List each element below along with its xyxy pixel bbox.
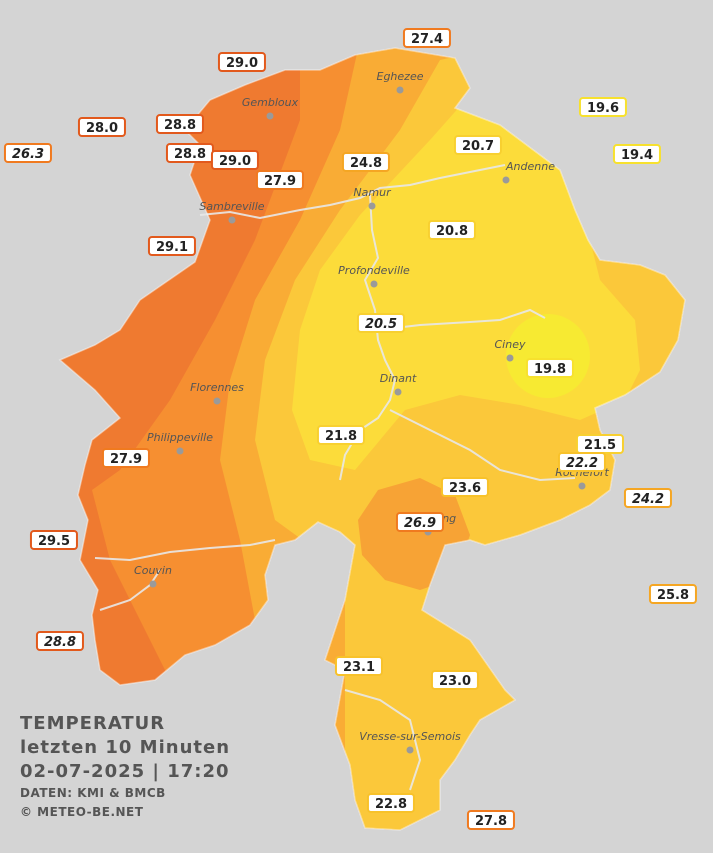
temperature-reading: 19.8: [525, 358, 575, 378]
city-label: Dinant: [380, 372, 417, 385]
temperature-reading: 28.8: [35, 631, 85, 651]
legend-copyright: © METEO-BE.NET: [20, 805, 144, 819]
temperature-reading: 27.4: [402, 28, 452, 48]
temperature-reading: 23.0: [430, 670, 480, 690]
city-marker: [149, 580, 157, 588]
temperature-reading: 24.2: [623, 488, 673, 508]
temperature-reading: 29.1: [147, 236, 197, 256]
temperature-reading: 23.1: [334, 656, 384, 676]
city-label: Sambreville: [199, 200, 264, 213]
temperature-reading: 22.2: [557, 452, 607, 472]
temperature-reading: 28.8: [165, 143, 215, 163]
city-marker: [176, 447, 184, 455]
city-marker: [578, 482, 586, 490]
temperature-reading: 26.3: [3, 143, 53, 163]
city-marker: [213, 397, 221, 405]
temperature-reading: 28.8: [155, 114, 205, 134]
city-marker: [394, 388, 402, 396]
temperature-reading: 27.9: [255, 170, 305, 190]
legend-title: TEMPERATUR: [20, 713, 166, 734]
city-marker: [502, 176, 510, 184]
city-label: Couvin: [134, 564, 172, 577]
city-marker: [506, 354, 514, 362]
temperature-reading: 29.0: [217, 52, 267, 72]
city-marker: [368, 202, 376, 210]
temperature-reading: 28.0: [77, 117, 127, 137]
temperature-reading: 23.6: [440, 477, 490, 497]
city-marker: [228, 216, 236, 224]
temperature-reading: 27.9: [101, 448, 151, 468]
legend-period: letzten 10 Minuten: [20, 737, 231, 758]
city-label: Philippeville: [147, 431, 213, 444]
city-label: Andenne: [505, 160, 555, 173]
city-label: Ciney: [495, 338, 526, 351]
legend-datetime: 02-07-2025 | 17:20: [20, 761, 230, 782]
city-label: Gembloux: [242, 96, 299, 109]
temperature-reading: 27.8: [466, 810, 516, 830]
legend: TEMPERATUR letzten 10 Minuten 02-07-2025…: [20, 712, 230, 822]
city-label: Profondeville: [338, 264, 410, 277]
temperature-reading: 20.5: [356, 313, 406, 333]
temperature-reading: 21.8: [316, 425, 366, 445]
temperature-reading: 26.9: [395, 512, 445, 532]
city-label: Vresse-sur-Semois: [359, 730, 461, 743]
temperature-reading: 21.5: [575, 434, 625, 454]
city-marker: [406, 746, 414, 754]
city-marker: [266, 112, 274, 120]
legend-source: DATEN: KMI & BMCB: [20, 786, 166, 800]
temperature-reading: 19.6: [578, 97, 628, 117]
city-label: Namur: [353, 186, 392, 199]
city-label: Eghezee: [377, 70, 424, 83]
temperature-reading: 20.7: [453, 135, 503, 155]
temperature-reading: 22.8: [366, 793, 416, 813]
temperature-reading: 20.8: [427, 220, 477, 240]
temperature-reading: 25.8: [648, 584, 698, 604]
temperature-reading: 29.0: [210, 150, 260, 170]
zone-19-ciney: [506, 314, 590, 398]
city-marker: [396, 86, 404, 94]
temperature-reading: 29.5: [29, 530, 79, 550]
temperature-reading: 19.4: [612, 144, 662, 164]
city-marker: [370, 280, 378, 288]
temperature-reading: 24.8: [341, 152, 391, 172]
city-label: Florennes: [190, 381, 244, 394]
